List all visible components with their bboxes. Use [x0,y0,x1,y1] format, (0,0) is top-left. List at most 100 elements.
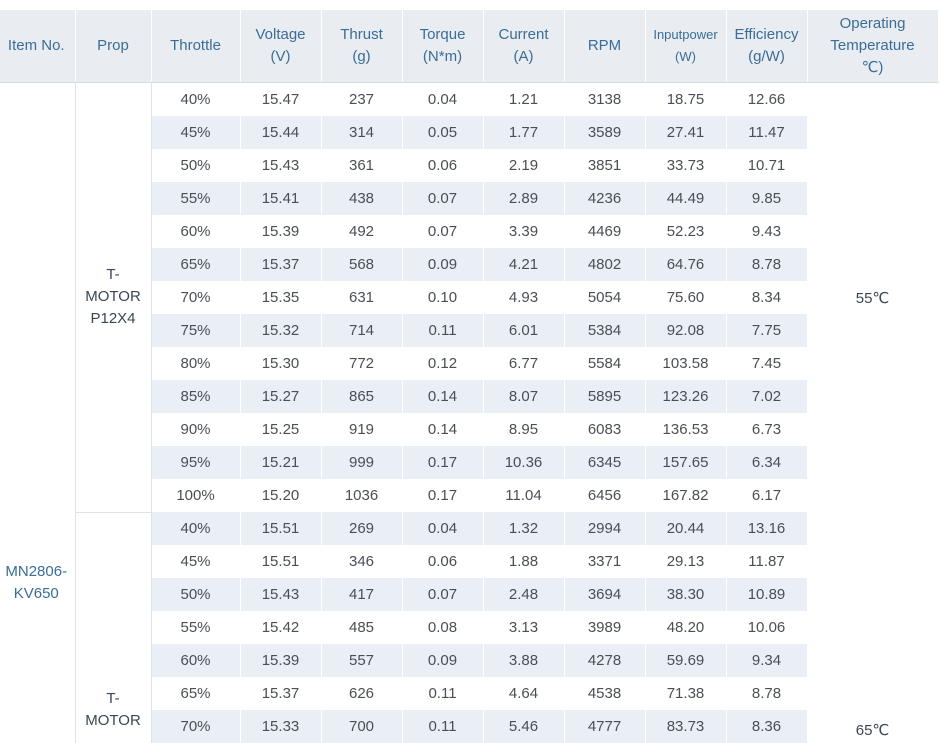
inputpower-cell: 18.75 [645,82,727,116]
voltage-cell: 15.42 [240,611,322,644]
efficiency-cell: 10.71 [726,149,808,182]
table-row: 70% 15.33 700 0.11 5.46 4777 83.73 8.36 [0,710,938,743]
thrust-cell: 714 [321,314,403,347]
throttle-cell: 65% [151,677,241,710]
torque-cell: 0.17 [402,479,484,512]
voltage-cell: 15.43 [240,149,322,182]
current-cell: 6.01 [483,314,565,347]
inputpower-cell: 44.49 [645,182,727,215]
voltage-cell: 15.32 [240,314,322,347]
current-cell: 1.32 [483,512,565,545]
torque-cell: 0.08 [402,611,484,644]
thrust-cell: 631 [321,281,403,314]
throttle-cell: 90% [151,413,241,446]
header-row: Item No. Prop Throttle Voltage (V) Thrust… [0,10,939,83]
thrust-cell: 626 [321,677,403,710]
torque-cell: 0.12 [402,347,484,380]
throttle-cell: 60% [151,644,241,677]
thrust-cell: 314 [321,116,403,149]
torque-cell: 0.11 [402,710,484,743]
rpm-cell: 2994 [564,512,646,545]
current-cell: 3.88 [483,644,565,677]
efficiency-cell: 12.66 [726,82,808,116]
current-cell: 8.95 [483,413,565,446]
efficiency-cell: 8.34 [726,281,808,314]
efficiency-cell: 10.06 [726,611,808,644]
rpm-cell: 4777 [564,710,646,743]
prop-name-text: MOTOR [85,288,141,306]
voltage-cell: 15.47 [240,82,322,116]
efficiency-cell: 7.75 [726,314,808,347]
efficiency-cell: 6.17 [726,479,808,512]
torque-cell: 0.06 [402,149,484,182]
rpm-cell: 4538 [564,677,646,710]
voltage-cell: 15.44 [240,116,322,149]
torque-cell: 0.04 [402,82,484,116]
prop-name-text: P12X4 [90,310,136,328]
voltage-cell: 15.20 [240,479,322,512]
thrust-cell: 557 [321,644,403,677]
torque-cell: 0.07 [402,578,484,611]
current-cell: 3.13 [483,611,565,644]
thrust-cell: 492 [321,215,403,248]
voltage-cell: 15.21 [240,446,322,479]
rpm-cell: 6345 [564,446,646,479]
operating-temperature-cell: 55℃ [807,82,939,512]
table-row: 65% 15.37 626 0.11 4.64 4538 71.38 8.78 [0,677,938,710]
rpm-cell: 5384 [564,314,646,347]
voltage-cell: 15.33 [240,710,322,743]
rpm-cell: 5584 [564,347,646,380]
prop-name-text: MOTOR [85,712,141,730]
inputpower-cell: 52.23 [645,215,727,248]
torque-cell: 0.14 [402,380,484,413]
torque-cell: 0.04 [402,512,484,545]
table-row: 60% 15.39 492 0.07 3.39 4469 52.23 9.43 [0,215,938,248]
throttle-cell: 50% [151,149,241,182]
torque-cell: 0.11 [402,677,484,710]
voltage-cell: 15.37 [240,677,322,710]
header-rpm: RPM [564,10,646,83]
table-row: 75% 15.32 714 0.11 6.01 5384 92.08 7.75 [0,314,938,347]
thrust-cell: 999 [321,446,403,479]
rpm-cell: 5054 [564,281,646,314]
thrust-cell: 237 [321,82,403,116]
voltage-cell: 15.39 [240,215,322,248]
voltage-cell: 15.51 [240,545,322,578]
table-row: 90% 15.25 919 0.14 8.95 6083 136.53 6.73 [0,413,938,446]
inputpower-cell: 75.60 [645,281,727,314]
torque-cell: 0.07 [402,182,484,215]
rpm-cell: 4802 [564,248,646,281]
rpm-cell: 3371 [564,545,646,578]
throttle-cell: 70% [151,710,241,743]
operating-temperature-text: 65℃ [855,722,890,739]
thrust-cell: 568 [321,248,403,281]
current-cell: 3.39 [483,215,565,248]
throttle-cell: 80% [151,347,241,380]
throttle-cell: 45% [151,116,241,149]
efficiency-cell: 9.85 [726,182,808,215]
table-row: 85% 15.27 865 0.14 8.07 5895 123.26 7.02 [0,380,938,413]
thrust-cell: 346 [321,545,403,578]
table-row: 60% 15.39 557 0.09 3.88 4278 59.69 9.34 [0,644,938,677]
header-voltage: Voltage (V) [240,10,322,83]
throttle-cell: 40% [151,82,241,116]
table-row: 55% 15.42 485 0.08 3.13 3989 48.20 10.06 [0,611,938,644]
table-row: 65% 15.37 568 0.09 4.21 4802 64.76 8.78 [0,248,938,281]
current-cell: 2.19 [483,149,565,182]
voltage-cell: 15.27 [240,380,322,413]
current-cell: 4.21 [483,248,565,281]
voltage-cell: 15.43 [240,578,322,611]
efficiency-cell: 9.34 [726,644,808,677]
voltage-cell: 15.35 [240,281,322,314]
current-cell: 1.88 [483,545,565,578]
header-thrust: Thrust (g) [321,10,403,83]
current-cell: 5.46 [483,710,565,743]
throttle-cell: 55% [151,182,241,215]
header-operating-temperature: Operating Temperature ℃) [807,10,939,83]
efficiency-cell: 6.34 [726,446,808,479]
efficiency-cell: 11.47 [726,116,808,149]
header-throttle: Throttle [151,10,241,83]
torque-cell: 0.17 [402,446,484,479]
header-prop: Prop [75,10,152,83]
voltage-cell: 15.41 [240,182,322,215]
